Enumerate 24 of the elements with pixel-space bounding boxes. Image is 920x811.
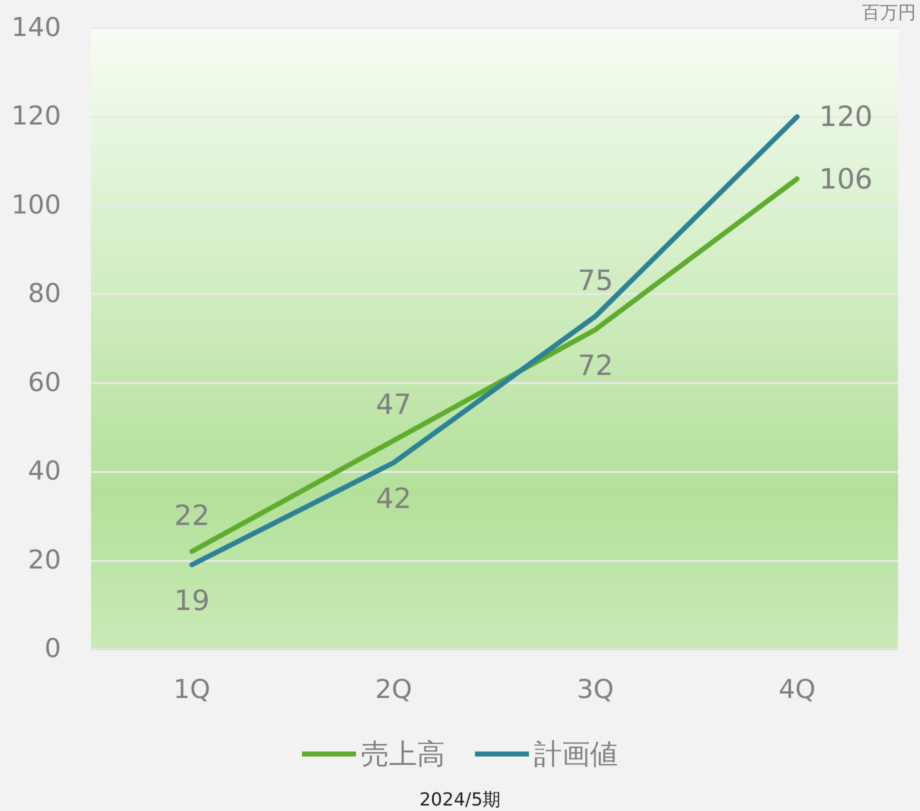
data-label: 72 [578,349,614,382]
data-label: 75 [578,264,614,297]
y-tick-label: 80 [28,279,61,310]
data-label: 22 [174,498,210,532]
x-tick-label: 4Q [778,675,816,705]
y-axis-title: 百万円 [862,2,916,24]
x-tick-label: 1Q [173,675,210,705]
data-label: 19 [174,584,210,618]
y-tick-label: 120 [11,102,61,132]
y-tick-label: 100 [11,190,61,220]
y-tick-label: 140 [11,13,61,43]
legend-label: 計画値 [534,738,618,770]
x-tick-label: 3Q [576,675,614,705]
data-label: 42 [376,482,412,516]
x-axis-title: 2024/5期 [419,790,501,810]
y-tick-label: 60 [28,368,61,398]
data-label: 120 [819,100,873,134]
legend-label: 売上高 [361,738,445,770]
y-tick-label: 20 [28,545,61,576]
data-label: 47 [376,388,412,422]
y-tick-label: 0 [44,634,61,664]
y-tick-label: 40 [28,456,61,487]
data-label: 106 [819,162,873,196]
x-tick-label: 2Q [375,675,412,705]
